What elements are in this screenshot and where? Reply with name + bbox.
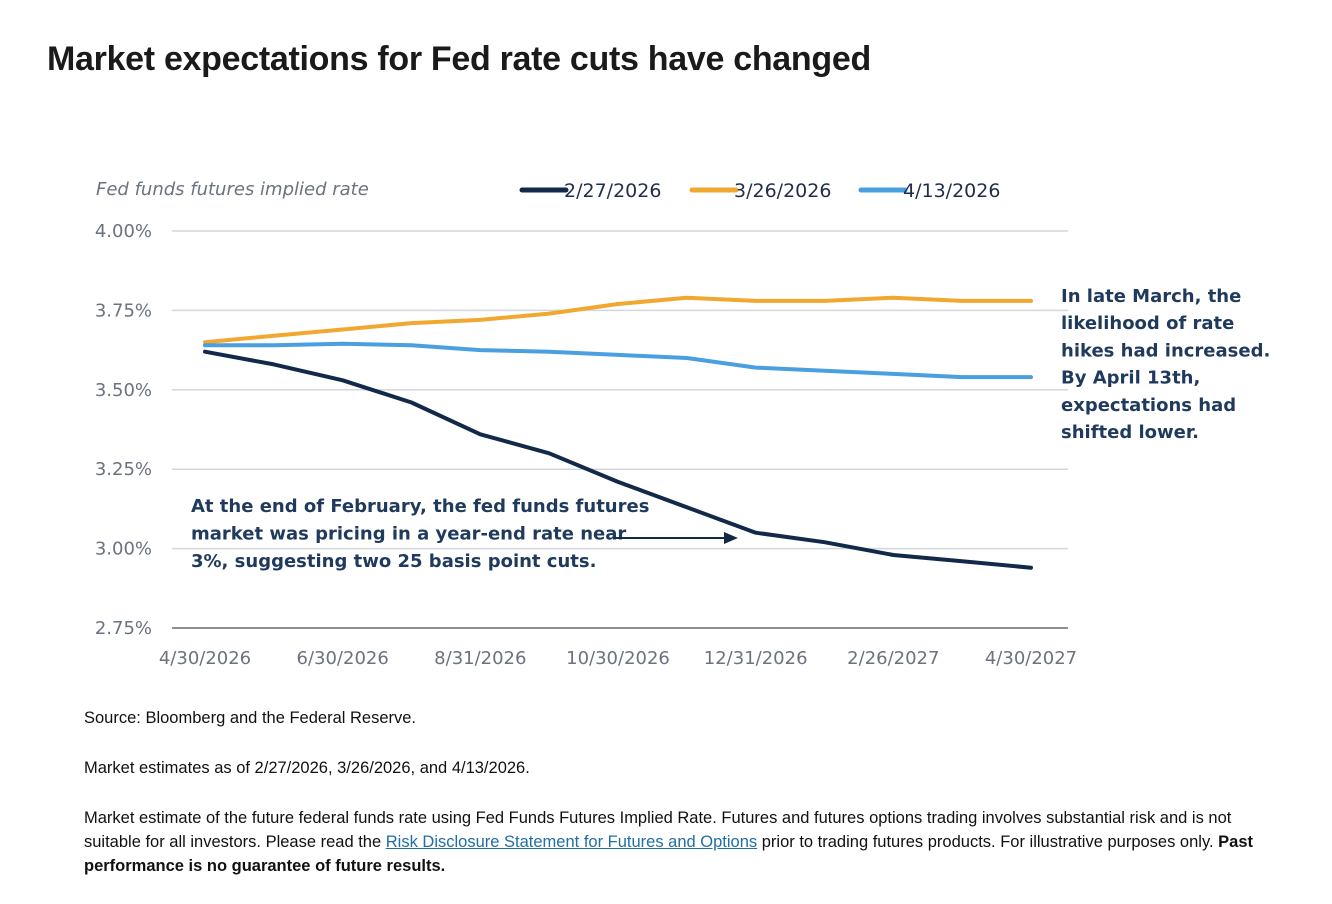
disclaimer: Market estimate of the future federal fu… bbox=[84, 806, 1274, 878]
annotation-line: In late March, the bbox=[1061, 286, 1241, 307]
legend-label: 2/27/2026 bbox=[564, 180, 661, 202]
annotations: In late March, the likelihood of rate hike… bbox=[191, 286, 1270, 572]
gridlines bbox=[172, 230, 1068, 629]
risk-disclosure-link[interactable]: Risk Disclosure Statement for Futures an… bbox=[385, 833, 758, 851]
annotation-line: market was pricing in a year-end rate ne… bbox=[191, 524, 626, 545]
series-line-4-13-2026 bbox=[203, 341, 1033, 380]
series-lines bbox=[203, 295, 1033, 570]
annotation-line: 3%, suggesting two 25 basis point cuts. bbox=[191, 551, 596, 572]
x-tick-label: 10/30/2026 bbox=[566, 648, 670, 669]
annotation-arrow bbox=[614, 532, 738, 544]
y-axis-ticks: 4.00% 3.75% 3.50% 3.25% 3.00% 2.75% bbox=[95, 221, 152, 639]
y-tick-label: 2.75% bbox=[95, 618, 152, 639]
y-tick-label: 3.25% bbox=[95, 459, 152, 480]
annotation-line: hikes had increased. bbox=[1061, 340, 1270, 361]
y-tick-label: 3.50% bbox=[95, 380, 152, 401]
y-tick-label: 3.00% bbox=[95, 539, 152, 560]
as-of-note: Market estimates as of 2/27/2026, 3/26/2… bbox=[84, 759, 530, 777]
x-tick-label: 2/26/2027 bbox=[847, 648, 939, 669]
annotation-line: expectations had bbox=[1061, 395, 1236, 416]
legend: 2/27/2026 3/26/2026 4/13/2026 bbox=[519, 180, 1000, 202]
x-tick-label: 6/30/2026 bbox=[297, 648, 389, 669]
x-tick-label: 4/30/2027 bbox=[985, 648, 1077, 669]
legend-label: 4/13/2026 bbox=[903, 180, 1000, 202]
annotation-line: shifted lower. bbox=[1061, 422, 1199, 443]
y-tick-label: 3.75% bbox=[95, 300, 152, 321]
legend-label: 3/26/2026 bbox=[734, 180, 831, 202]
annotation-line: At the end of February, the fed funds fu… bbox=[191, 496, 649, 517]
source-note: Source: Bloomberg and the Federal Reserv… bbox=[84, 709, 417, 727]
x-tick-label: 12/31/2026 bbox=[704, 648, 808, 669]
annotation-february: At the end of February, the fed funds fu… bbox=[191, 496, 649, 572]
annotation-line: likelihood of rate bbox=[1061, 313, 1234, 334]
annotation-line: By April 13th, bbox=[1061, 368, 1200, 389]
x-axis-ticks: 4/30/2026 6/30/2026 8/31/2026 10/30/2026 12/… bbox=[159, 648, 1077, 669]
performance-disclaimer: Past performance is no guarantee of futu… bbox=[84, 833, 1254, 875]
disclaimer-text: Market estimate of the future federal fu… bbox=[84, 809, 1232, 851]
line-chart: Fed funds futures implied rate 2/27/2026… bbox=[95, 179, 1271, 669]
x-tick-label: 4/30/2026 bbox=[159, 648, 251, 669]
annotation-march: In late March, the likelihood of rate hike… bbox=[1061, 286, 1270, 443]
series-line-2-27-2026 bbox=[203, 349, 1033, 570]
y-tick-label: 4.00% bbox=[95, 221, 152, 242]
series-line-3-26-2026 bbox=[203, 295, 1033, 345]
x-tick-label: 8/31/2026 bbox=[434, 648, 526, 669]
disclaimer-text-2: prior to trading futures products. For i… bbox=[757, 833, 1219, 851]
page-title: Market expectations for Fed rate cuts ha… bbox=[47, 40, 871, 78]
chart-title: Fed funds futures implied rate bbox=[96, 179, 369, 200]
